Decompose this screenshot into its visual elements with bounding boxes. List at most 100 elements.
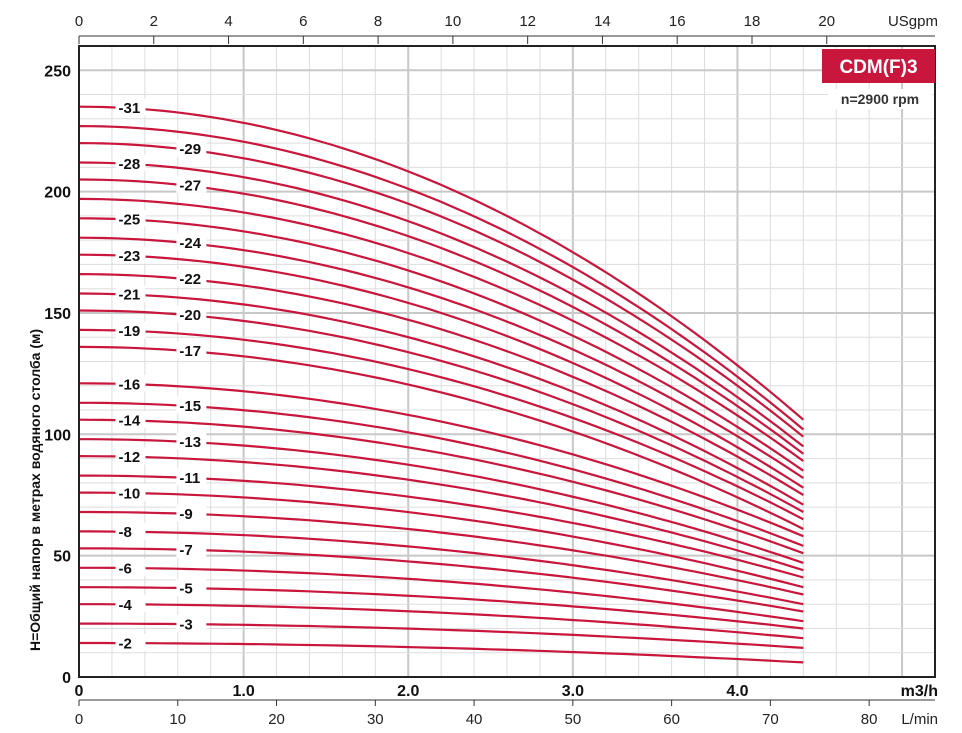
- curve-label-10: -10: [119, 485, 141, 502]
- curve-label-12: -12: [119, 449, 141, 466]
- curve-label-24: -24: [179, 235, 201, 252]
- curve-label-21: -21: [119, 287, 141, 304]
- x-primary-tick-label: 2.0: [397, 683, 419, 700]
- curve-28: [78, 161, 804, 448]
- x-top-unit: USgpm: [888, 13, 938, 30]
- curve-label-bg: [176, 468, 207, 486]
- curve-label-7: -7: [179, 542, 192, 559]
- curve-label-14: -14: [119, 413, 141, 430]
- x-top-tick-label: 14: [594, 13, 611, 30]
- x-bottom-tick-label: 20: [268, 711, 285, 728]
- x-top-tick-label: 0: [75, 13, 83, 30]
- curve-label-15: -15: [179, 398, 201, 415]
- curve-label-bg: [115, 374, 146, 392]
- curve-label-bg: [115, 246, 146, 264]
- curve-label-bg: [115, 522, 146, 540]
- y-tick-label: 200: [44, 185, 71, 202]
- grid: [79, 46, 935, 677]
- curve-16: [78, 382, 804, 538]
- x-bottom-tick-label: 40: [466, 711, 483, 728]
- curve-label-bg: [115, 154, 146, 172]
- curve-label-bg: [115, 595, 146, 613]
- x-top-tick-label: 10: [445, 13, 462, 30]
- y-tick-label: 150: [44, 306, 71, 323]
- curve-label-5: -5: [179, 580, 192, 597]
- badge-box: [822, 49, 935, 83]
- curve-label-bg: [176, 175, 207, 193]
- x-bottom-tick-label: 50: [565, 711, 582, 728]
- curve-label-22: -22: [179, 271, 201, 288]
- curve-label-bg: [115, 210, 146, 228]
- curve-label-8: -8: [119, 524, 132, 541]
- curve-19: [78, 328, 804, 521]
- curve-label-20: -20: [179, 307, 201, 324]
- curve-4: [79, 603, 804, 640]
- curve-30: [78, 125, 805, 431]
- curve-label-bg: [176, 305, 207, 323]
- curve-10: [79, 491, 804, 589]
- x-top-tick-label: 18: [744, 13, 761, 30]
- x-top-tick-label: 6: [299, 13, 307, 30]
- curve-label-bg: [115, 411, 146, 429]
- curve-label-9: -9: [179, 506, 192, 523]
- curve-label-bg: [115, 285, 146, 303]
- curve-label-bg: [115, 447, 146, 465]
- curve-label-bg: [176, 615, 207, 633]
- curve-label-bg: [176, 139, 207, 157]
- curve-labels: -31 -29 -28 -27 -25 -24 -23 -22 -21 -20 -19 -17 -16 -…: [115, 98, 207, 653]
- curve-label-bg: [115, 321, 146, 339]
- badge: CDM(F)3: [822, 49, 935, 83]
- x-primary-unit: m3/h: [901, 683, 938, 700]
- curve-label-25: -25: [119, 212, 141, 229]
- curve-25: [78, 217, 804, 472]
- curve-label-bg: [176, 578, 207, 596]
- curve-label-bg: [176, 269, 207, 287]
- curve-label-13: -13: [179, 434, 201, 451]
- curve-6: [79, 566, 804, 623]
- curve-label-3: -3: [179, 617, 192, 634]
- badge-text: CDM(F)3: [839, 57, 917, 78]
- curve-label-bg: [176, 432, 207, 450]
- y-tick-label: 0: [62, 670, 71, 687]
- x-top-tick-label: 8: [374, 13, 382, 30]
- y-tick-label: 100: [44, 427, 71, 444]
- x-primary-tick-label: 4.0: [726, 683, 748, 700]
- curve-label-bg: [115, 98, 146, 116]
- curve-26: [78, 197, 804, 462]
- curve-label-31: -31: [119, 100, 141, 117]
- x-bottom-tick-label: 10: [169, 711, 186, 728]
- curve-label-27: -27: [179, 177, 201, 194]
- curve-23: [78, 253, 804, 489]
- x-top-tick-label: 12: [519, 13, 536, 30]
- y-tick-label: 50: [53, 549, 71, 566]
- curve-label-bg: [176, 233, 207, 251]
- curve-label-19: -19: [119, 323, 141, 340]
- x-bottom-tick-label: 30: [367, 711, 384, 728]
- speed-label-bg: [828, 89, 932, 109]
- x-top-tick-label: 16: [669, 13, 686, 30]
- curve-label-28: -28: [119, 156, 141, 173]
- x-top-tick-label: 2: [150, 13, 158, 30]
- curve-label-bg: [176, 540, 207, 558]
- curve-label-4: -4: [119, 597, 133, 614]
- x-bottom-tick-label: 80: [861, 711, 878, 728]
- y-tick-label: 250: [44, 63, 71, 80]
- curve-12: [78, 455, 804, 572]
- curve-label-bg: [176, 341, 207, 359]
- x-primary-tick-label: 1.0: [232, 683, 254, 700]
- x-top-tick-label: 4: [224, 13, 232, 30]
- curve-label-bg: [115, 558, 146, 576]
- x-primary-tick-label: 0: [75, 683, 84, 700]
- curve-14: [78, 418, 804, 555]
- curve-31: [78, 105, 805, 421]
- curve-label-29: -29: [179, 141, 201, 158]
- curve-label-bg: [115, 483, 146, 501]
- x-primary-tick-label: 3.0: [562, 683, 584, 700]
- x-bottom-unit: L/min: [901, 711, 938, 728]
- curve-label-bg: [115, 634, 146, 652]
- curve-21: [78, 292, 804, 506]
- x-bottom-tick-label: 70: [762, 711, 779, 728]
- curve-label-bg: [176, 396, 207, 414]
- axes: 0 50 100 150 200 250 0 1.0 2.0 3.0 4.0 0 2 4 6 8 10 12 14 1…: [44, 13, 935, 728]
